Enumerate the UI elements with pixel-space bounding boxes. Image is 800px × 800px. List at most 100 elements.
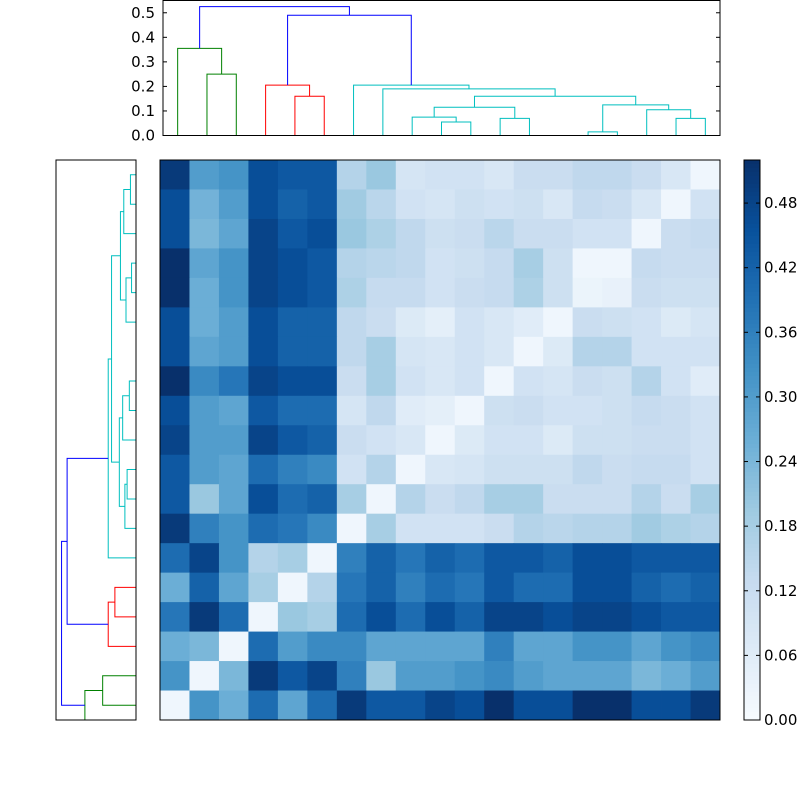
heatmap-cell [454,572,485,603]
colorbar-step [744,556,760,561]
colorbar-step [744,656,760,661]
heatmap-cell [336,189,367,220]
colorbar-step [744,272,760,277]
colorbar: 0.00 0.06 0.12 0.18 0.24 0.30 0.36 0.42 0.48 [743,159,797,729]
top-dendrogram-y-axis: 0.0 0.1 0.2 0.3 0.4 0.5 [131,4,720,145]
heatmap-cell [307,307,338,338]
colorbar-step [744,692,760,697]
heatmap-cell [336,661,367,691]
heatmap-cell [277,395,308,426]
colorbar-step [744,336,760,341]
heatmap-cell [336,543,367,574]
colorbar-step [744,304,760,309]
heatmap-cell [661,484,691,515]
colorbar-tick-label: 0.36 [764,323,797,341]
heatmap-cell [218,395,249,426]
heatmap-cell [189,248,220,279]
heatmap-cell [425,395,456,426]
heatmap-cell [602,631,632,662]
heatmap-cell [690,395,721,426]
heatmap-cell [248,513,279,544]
heatmap-cell [307,425,338,456]
colorbar-step [744,260,760,265]
colorbar-frame [743,159,761,721]
heatmap-cell [572,690,603,721]
heatmap-cell [248,425,279,456]
heatmap-cell [454,484,485,515]
heatmap-cell [277,336,308,367]
heatmap-cell [690,543,721,574]
heatmap-cell [602,218,632,249]
colorbar-step [744,380,760,385]
heatmap-cell [248,366,279,397]
colorbar-tick-label: 0.18 [764,517,797,535]
colorbar-step [744,256,760,261]
colorbar-step [744,288,760,293]
colorbar-step [744,192,760,197]
heatmap-cell [602,160,632,190]
heatmap-cell [690,307,721,338]
colorbar-step [744,500,760,505]
colorbar-step [744,512,760,517]
colorbar-step [744,312,760,317]
heatmap-cell [484,189,515,220]
colorbar-step [744,296,760,301]
heatmap-cell [336,425,367,456]
heatmap-cell [160,690,190,721]
heatmap-cell [160,248,190,279]
heatmap-cell [366,307,397,338]
colorbar-step [744,368,760,373]
heatmap-cell [189,602,220,632]
colorbar-step [744,436,760,441]
colorbar-step [744,428,760,433]
colorbar-step [744,424,760,429]
heatmap-cell [484,336,515,367]
heatmap-cell [513,160,544,190]
heatmap-cell [425,366,456,397]
heatmap-cells [160,160,721,721]
heatmap-cell [336,307,367,338]
heatmap-cell [690,454,721,485]
heatmap-cell [513,572,544,603]
colorbar-step [744,684,760,689]
colorbar-step [744,364,760,369]
heatmap-cell [631,366,662,397]
heatmap-cell [307,572,338,603]
heatmap-cell [661,513,691,544]
heatmap-cell [543,277,574,308]
heatmap-cell [307,690,338,721]
heatmap-cell [602,602,632,632]
colorbar-step [744,528,760,533]
colorbar-tick-label: 0.12 [764,582,797,600]
heatmap-cell [160,543,190,574]
colorbar-step [744,184,760,189]
heatmap-cell [572,543,603,574]
heatmap-cell [395,277,426,308]
heatmap-cell [160,454,190,485]
heatmap-cell [602,336,632,367]
heatmap-cell [336,248,367,279]
heatmap-cell [543,160,574,190]
left-dendrogram-link [61,540,85,706]
colorbar-step [744,716,760,721]
heatmap-cell [366,425,397,456]
heatmap-cell [661,189,691,220]
heatmap-cell [277,484,308,515]
colorbar-step [744,200,760,205]
heatmap-cell [395,513,426,544]
heatmap-cell [160,661,190,691]
colorbar-tick-label: 0.06 [764,646,797,664]
heatmap-cell [366,454,397,485]
heatmap-cell [307,543,338,574]
heatmap-cell [543,543,574,574]
colorbar-step [744,408,760,413]
colorbar-step [744,344,760,349]
heatmap-cell [307,277,338,308]
heatmap-cell [602,366,632,397]
colorbar-tick-label: 0.30 [764,388,797,406]
colorbar-step [744,676,760,681]
heatmap-cell [661,690,691,721]
heatmap-cell [661,454,691,485]
colorbar-step [744,268,760,273]
heatmap-cell [248,307,279,338]
